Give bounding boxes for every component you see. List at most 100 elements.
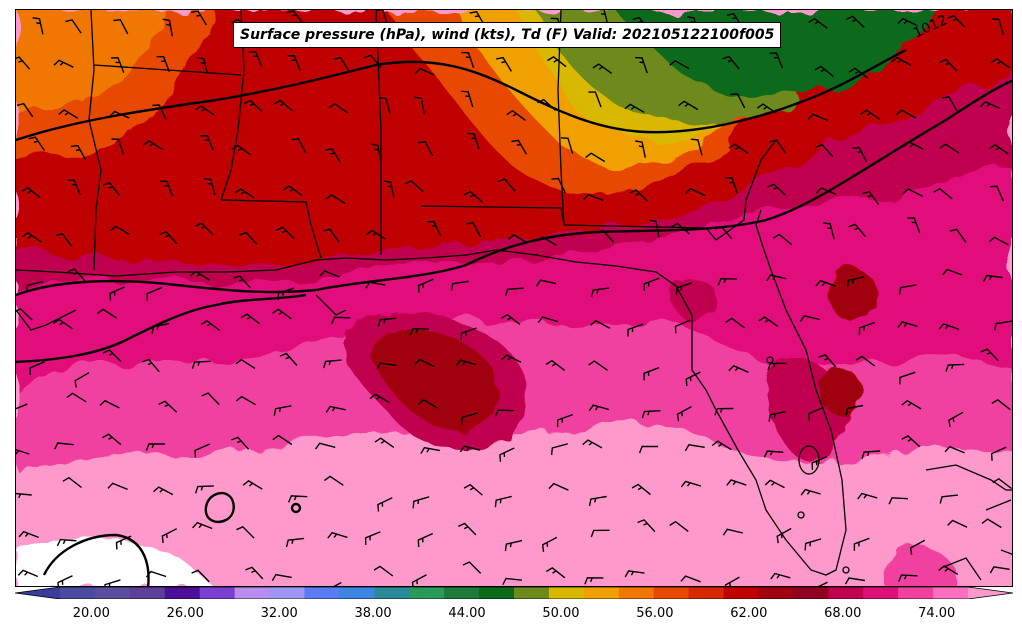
wind-barb [463, 190, 483, 203]
wind-barb [194, 222, 214, 235]
wind-barb [990, 57, 1011, 69]
wind-barb [376, 362, 397, 370]
colorbar-swatches [15, 587, 1013, 599]
wind-barb [635, 140, 646, 158]
wind-barb [191, 360, 211, 369]
wind-barb [989, 566, 1010, 574]
wind-barb [669, 59, 690, 70]
wind-barb [818, 353, 837, 368]
colorbar-swatch [479, 587, 515, 599]
wind-barb [109, 225, 130, 236]
wind-barb [541, 536, 558, 552]
colorbar-swatch [304, 587, 340, 599]
wind-barb [145, 443, 165, 451]
wind-barb [946, 14, 966, 28]
wind-barb [235, 358, 256, 369]
wind-barb [460, 412, 478, 425]
wind-barb [420, 446, 441, 455]
wind-barb [641, 410, 661, 419]
colorbar-tick-label: 50.00 [542, 606, 580, 621]
colorbar-swatch [94, 587, 131, 599]
wind-barb [763, 450, 784, 458]
wind-barb [333, 56, 350, 72]
wind-barb [109, 110, 130, 119]
wind-barb [375, 10, 389, 26]
wind-barb [992, 477, 1012, 490]
wind-barb [949, 228, 967, 243]
wind-barb [194, 105, 215, 116]
wind-barb [417, 278, 434, 293]
wind-barb [891, 56, 912, 67]
wind-barb [548, 482, 569, 491]
wind-barb [500, 313, 521, 326]
wind-barb [711, 440, 732, 451]
wind-barb [196, 57, 209, 75]
wind-barb [725, 317, 746, 329]
wind-barb [414, 67, 435, 76]
wind-barb [848, 67, 869, 79]
wind-barb [684, 187, 706, 197]
wind-barb [714, 407, 734, 416]
wind-barb [272, 434, 293, 446]
wind-barb [285, 537, 305, 548]
wind-barb [245, 566, 264, 580]
wind-barb [57, 575, 73, 586]
wind-barb [643, 367, 660, 381]
wind-barb [857, 492, 878, 500]
wind-barb [845, 15, 865, 28]
wind-barb [32, 17, 44, 35]
wind-barb [494, 495, 512, 508]
wind-barb [670, 222, 691, 235]
wind-barb [271, 573, 292, 582]
wind-barb [590, 319, 611, 329]
wind-barb [898, 284, 917, 295]
wind-barb [588, 91, 602, 108]
wind-barb [96, 308, 117, 319]
wind-barb [595, 229, 615, 243]
wind-barb [823, 222, 835, 240]
wind-barb [55, 232, 73, 247]
wind-barb [377, 317, 397, 327]
wind-barb [945, 363, 965, 372]
wind-barb [21, 231, 42, 243]
wind-barb [325, 194, 346, 204]
wind-barb [728, 364, 749, 373]
wind-barb [324, 148, 341, 163]
wind-barb [99, 399, 120, 409]
wind-barb [680, 480, 702, 488]
wind-barb [102, 349, 122, 362]
wind-barb [537, 98, 556, 112]
wind-barb [815, 279, 836, 287]
wind-barb [26, 280, 44, 293]
wind-barb [74, 372, 90, 388]
wind-barb [507, 234, 528, 244]
wind-barb [16, 449, 30, 455]
wind-barb [248, 51, 263, 67]
wind-barb [684, 444, 705, 452]
wind-barb [862, 190, 880, 205]
wind-barb [418, 141, 434, 157]
wind-barb [888, 497, 908, 505]
wind-barb [584, 577, 604, 585]
wind-barb [902, 188, 923, 197]
wind-barb [243, 99, 263, 113]
wind-barb [192, 521, 213, 530]
wind-barb [107, 482, 128, 491]
wind-barb [67, 268, 86, 282]
wind-barb [102, 182, 121, 197]
wind-barb [858, 321, 875, 335]
wind-barb [767, 183, 786, 196]
wind-barb [504, 539, 523, 552]
colorbar-tick-label: 74.00 [918, 606, 956, 621]
wind-barb [590, 287, 610, 298]
wind-barb [808, 17, 828, 29]
wind-barb [592, 63, 613, 74]
wind-barb [648, 219, 660, 238]
wind-barb [991, 398, 1011, 411]
wind-barb [901, 399, 922, 410]
wind-barb [16, 56, 31, 70]
wind-barb [637, 519, 656, 533]
wind-barb [142, 139, 163, 151]
wind-barb [461, 90, 474, 108]
colorbar-swatch [583, 587, 620, 599]
